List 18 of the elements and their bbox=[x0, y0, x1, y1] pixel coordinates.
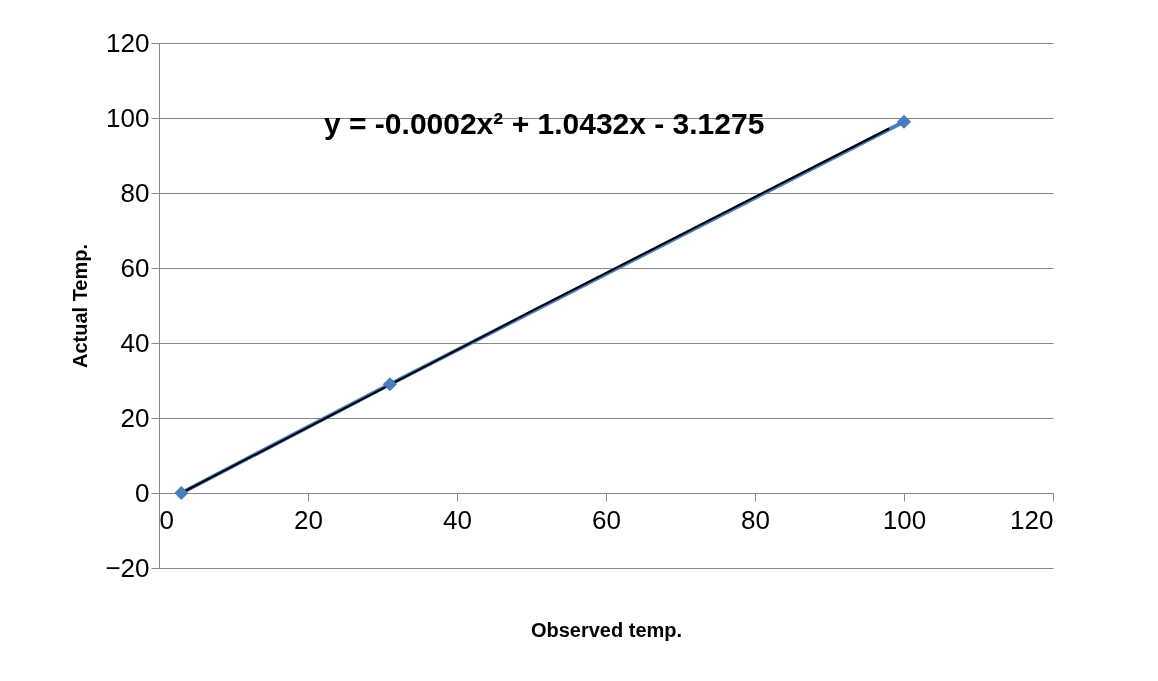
x-tick-label: 60 bbox=[592, 504, 621, 535]
y-tick-label: −20 bbox=[105, 552, 150, 583]
y-tick-label: 60 bbox=[120, 252, 150, 283]
annotation: y = -0.0002x² + 1.0432x - 3.1275 bbox=[324, 107, 765, 140]
y-tick-label: 120 bbox=[106, 27, 150, 58]
y-tick-label: 40 bbox=[120, 327, 150, 358]
x-tick-label: 80 bbox=[741, 504, 770, 535]
x-tick-label: 20 bbox=[294, 504, 323, 535]
y-tick-label: 100 bbox=[106, 102, 150, 133]
y-tick-label: 20 bbox=[120, 402, 150, 433]
x-tick-label: 100 bbox=[882, 504, 927, 535]
y-tick-label: 0 bbox=[135, 477, 150, 508]
x-tick-label: 120 bbox=[1010, 504, 1054, 535]
x-tick-label: 0 bbox=[159, 504, 174, 535]
y-tick-label: 80 bbox=[120, 177, 150, 208]
y-axis-title: Actual Temp. bbox=[69, 243, 92, 369]
x-axis-title: Observed temp. bbox=[530, 618, 683, 641]
x-tick-label: 40 bbox=[443, 504, 472, 535]
